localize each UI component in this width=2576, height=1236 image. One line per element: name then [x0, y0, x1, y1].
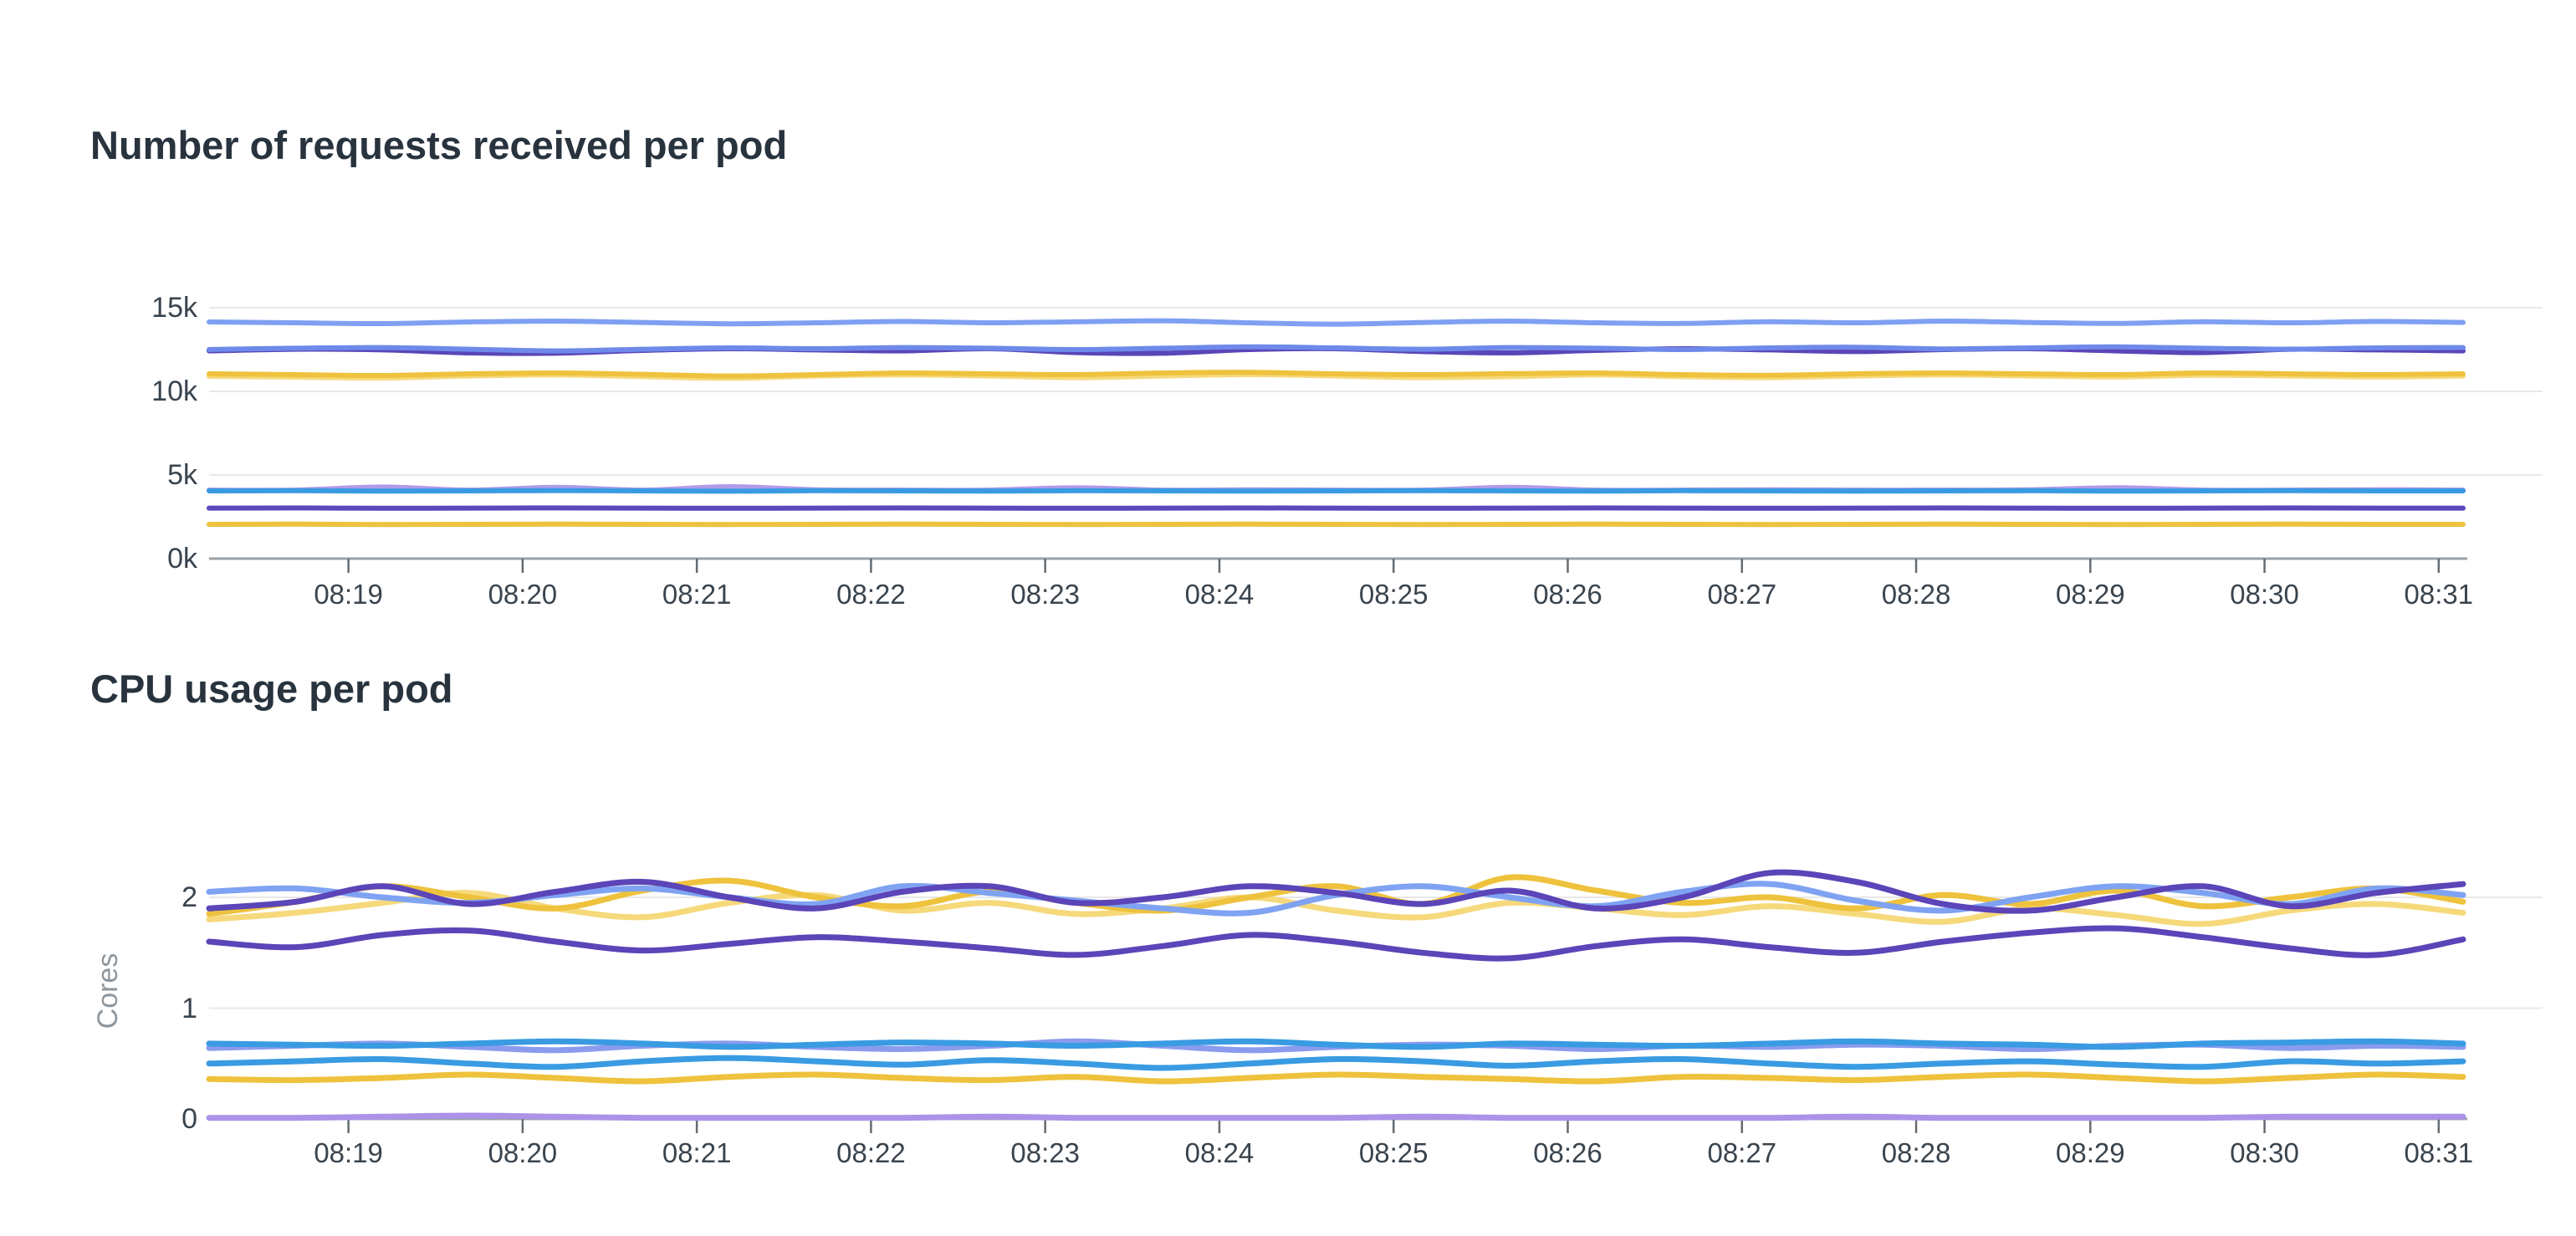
requests-series-pod-light-blue-14k: [207, 318, 2466, 327]
requests-chart-plot-area[interactable]: [209, 298, 2463, 559]
requests-series-pod-gold-11k: [207, 370, 2466, 379]
requests-x-tick-label: 08:27: [1707, 579, 1777, 610]
cpu-x-tick-label: 08:26: [1533, 1137, 1602, 1168]
cpu-chart-plot-area[interactable]: [209, 836, 2463, 1119]
cpu-y-tick-label: 0: [181, 1103, 197, 1135]
requests-x-tick-label: 08:30: [2230, 579, 2299, 610]
cpu-x-tick-label: 08:24: [1184, 1137, 1255, 1168]
requests-x-tick-label: 08:24: [1184, 579, 1255, 610]
cpu-series-pod-gold-high: [206, 874, 2466, 917]
requests-y-tick-label: 5k: [167, 459, 197, 491]
requests-x-tick-label: 08:31: [2404, 579, 2474, 610]
requests-x-tick-label: 08:26: [1533, 579, 1602, 610]
cpu-x-tick-label: 08:19: [314, 1137, 383, 1168]
cpu-series-pod-lavender-zero: [206, 1112, 2466, 1121]
cpu-series-pod-purple-high-band: [206, 869, 2466, 914]
cpu-x-tick-label: 08:23: [1010, 1137, 1080, 1168]
cpu-x-tick-label: 08:29: [2056, 1137, 2125, 1168]
requests-y-tick-label: 15k: [151, 292, 197, 324]
requests-y-tick-label: 10k: [151, 375, 197, 407]
requests-x-tick-label: 08:23: [1010, 579, 1080, 610]
requests-x-tick-label: 08:28: [1881, 579, 1951, 610]
requests-x-tick-label: 08:22: [836, 579, 906, 610]
requests-series-pod-periwinkle-12k: [207, 344, 2466, 354]
cpu-x-tick-label: 08:21: [662, 1137, 732, 1168]
cpu-y-tick-label: 1: [181, 992, 197, 1024]
cpu-x-tick-label: 08:27: [1707, 1137, 1777, 1168]
requests-y-tick-label: 0k: [167, 543, 197, 575]
cpu-x-tick-label: 08:31: [2404, 1137, 2474, 1168]
requests-x-tick-label: 08:25: [1358, 579, 1429, 610]
cpu-x-tick-label: 08:30: [2230, 1137, 2299, 1168]
cpu-x-tick-label: 08:25: [1358, 1137, 1429, 1168]
requests-x-tick-label: 08:20: [488, 579, 558, 610]
cpu-series-pod-bright-blue-lower: [206, 1055, 2466, 1071]
requests-x-tick-label: 08:19: [314, 579, 383, 610]
cpu-chart-title: CPU usage per pod: [90, 667, 453, 711]
cpu-y-tick-label: 2: [181, 881, 197, 913]
requests-series-pod-bright-blue-4k: [207, 488, 2466, 494]
cpu-x-tick-label: 08:28: [1881, 1137, 1951, 1168]
requests-x-tick-label: 08:29: [2056, 579, 2125, 610]
cpu-series-pod-purple-low-band: [206, 925, 2466, 962]
requests-chart-title: Number of requests received per pod: [90, 123, 788, 167]
requests-x-tick-label: 08:21: [662, 579, 732, 610]
cpu-series-pod-light-gold-high: [206, 890, 2466, 927]
cpu-x-tick-label: 08:22: [836, 1137, 906, 1168]
cpu-series-pod-gold-low: [206, 1071, 2466, 1085]
cpu-series-pod-bright-blue-upper: [206, 1038, 2466, 1050]
cpu-x-tick-label: 08:20: [488, 1137, 558, 1168]
